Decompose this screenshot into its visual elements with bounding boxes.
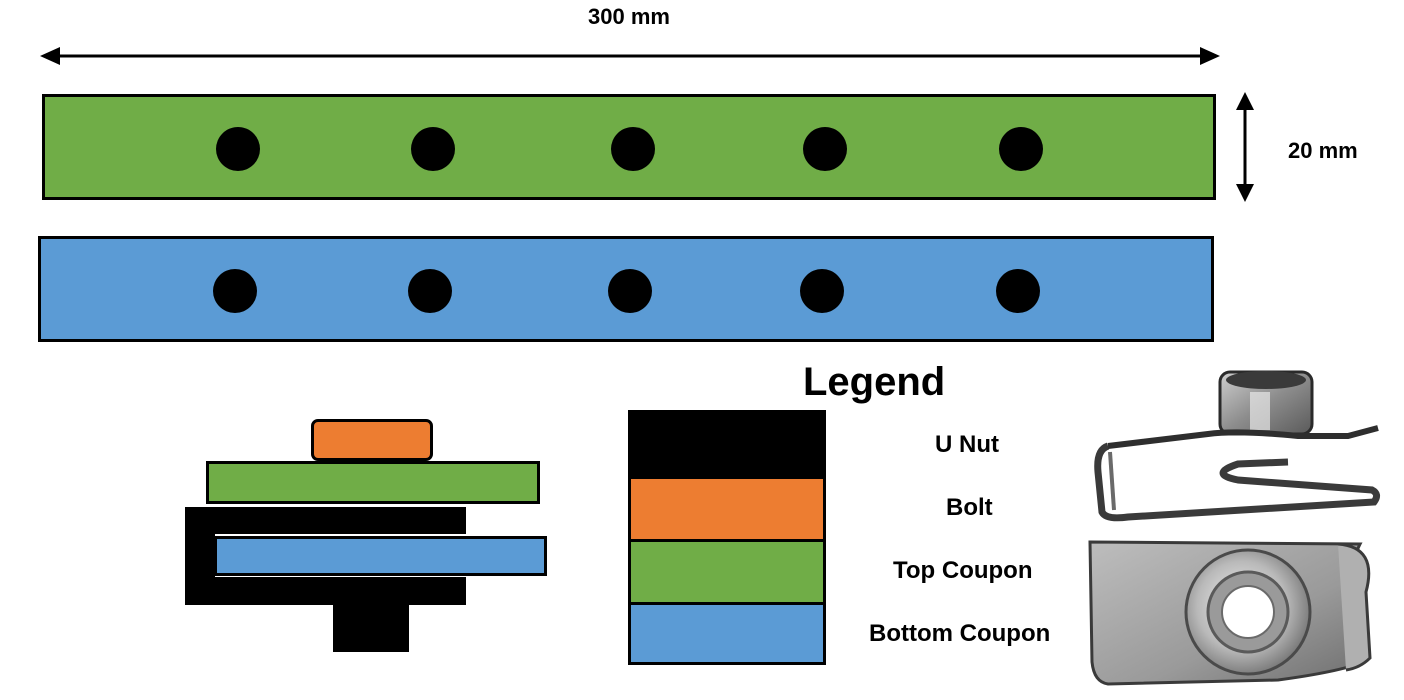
top-coupon [42, 94, 1216, 200]
length-dimension-label: 300 mm [588, 4, 670, 29]
legend-swatch-bolt [628, 476, 826, 539]
top-coupon-hole [216, 127, 260, 171]
u-nut-side-view [1094, 370, 1381, 522]
width-dimension-arrow [1236, 92, 1254, 202]
u-nut-lower-leg [185, 577, 466, 605]
legend-label-top-coupon: Top Coupon [893, 557, 1033, 584]
u-nut-barrel [333, 604, 409, 652]
legend-label-bolt: Bolt [946, 494, 993, 521]
top-coupon-hole [803, 127, 847, 171]
top-coupon-hole [611, 127, 655, 171]
bottom-coupon-hole [996, 269, 1040, 313]
u-nut-top-view [1088, 540, 1372, 686]
section-bottom-coupon [214, 536, 547, 576]
top-coupon-hole [411, 127, 455, 171]
top-coupon-hole [999, 127, 1043, 171]
legend-swatch-top-coupon [628, 539, 826, 602]
legend-swatch-bottom-coupon [628, 602, 826, 665]
legend-title: Legend [803, 360, 946, 404]
legend-label-bottom-coupon: Bottom Coupon [869, 620, 1051, 647]
section-top-coupon [206, 461, 540, 504]
bottom-coupon-hole [408, 269, 452, 313]
legend-swatch-u-nut [628, 410, 826, 476]
bottom-coupon [38, 236, 1214, 342]
u-nut-photo [1088, 370, 1381, 686]
bottom-coupon-hole [213, 269, 257, 313]
bottom-coupon-hole [608, 269, 652, 313]
bottom-coupon-hole [800, 269, 844, 313]
width-dimension-label: 20 mm [1288, 138, 1358, 163]
u-nut-upper-leg [185, 507, 466, 534]
legend-label-u-nut: U Nut [935, 431, 999, 458]
length-dimension-arrow [40, 47, 1220, 65]
bolt-head [311, 419, 433, 461]
